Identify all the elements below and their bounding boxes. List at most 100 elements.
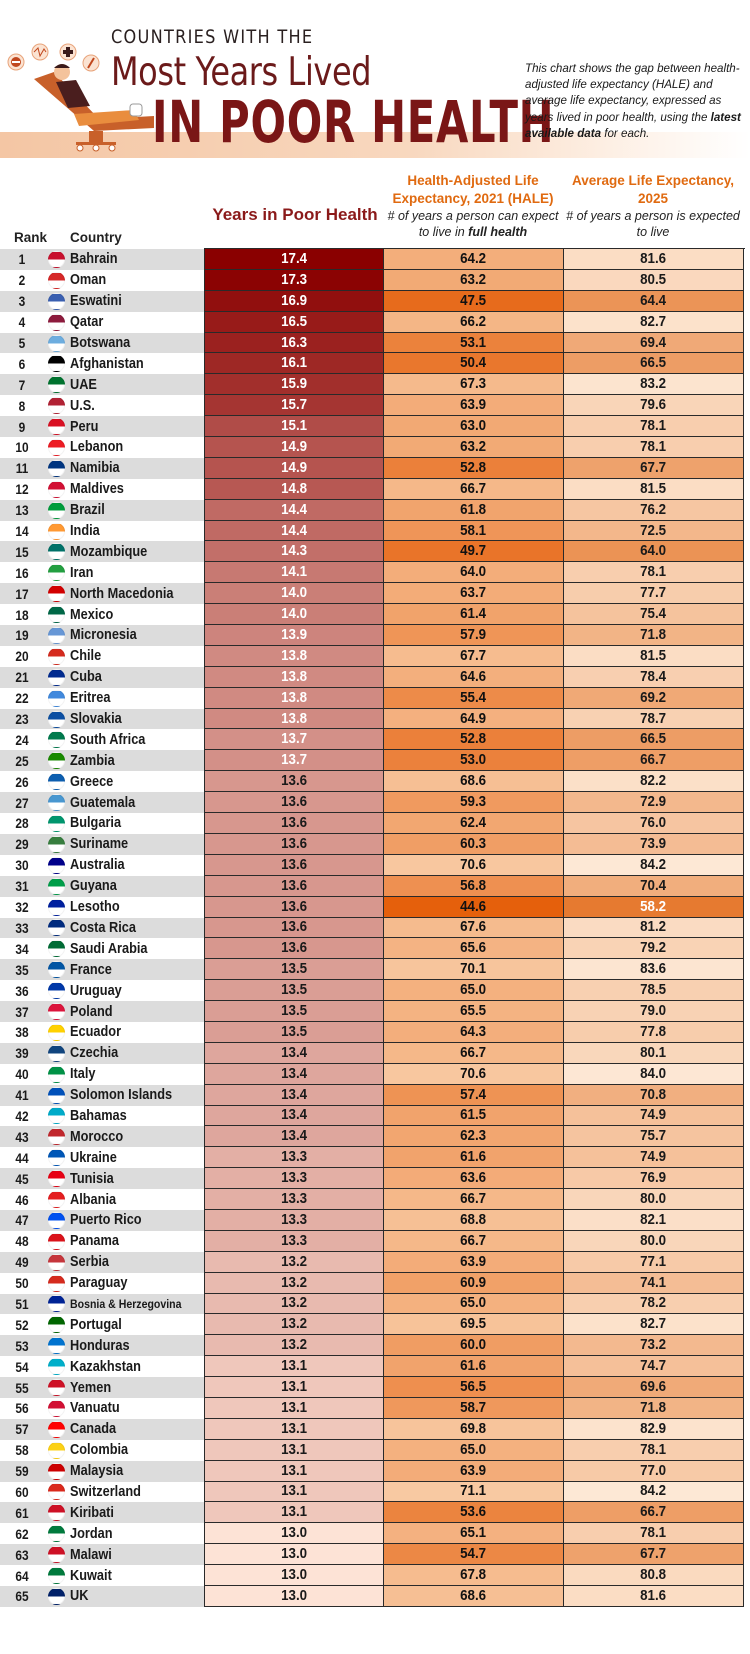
avg-life-value: 72.9 [640, 794, 667, 811]
albania-flag-icon [48, 1191, 65, 1209]
avg-life-cell: 80.8 [564, 1565, 744, 1586]
avg-life-value: 77.7 [640, 585, 667, 602]
country-name: Afghanistan [70, 355, 144, 372]
hale-value: 66.7 [460, 1191, 487, 1208]
years-poor-health-cell: 13.9 [204, 625, 384, 646]
rank-value: 63 [15, 1546, 29, 1563]
avg-life-cell: 77.7 [564, 583, 744, 605]
ukraine-flag-icon [48, 1149, 65, 1167]
avg-life-cell: 73.9 [564, 833, 744, 855]
hale-cell: 67.7 [384, 645, 564, 667]
years-poor-health-value: 13.6 [281, 835, 307, 852]
hale-value: 63.6 [460, 1170, 487, 1187]
years-poor-health-cell: 13.7 [204, 729, 384, 751]
country-name: Honduras [70, 1337, 130, 1354]
hale-cell: 66.2 [384, 311, 564, 333]
row-label: 2 Oman [0, 269, 204, 291]
avg-life-cell: 81.5 [564, 478, 744, 500]
bahrain-flag-icon [48, 250, 65, 268]
years-poor-health-value: 16.3 [281, 334, 307, 351]
row-label: 7 UAE [0, 374, 204, 396]
table-row: 7 UAE 15.9 67.3 83.2 [0, 374, 750, 396]
avg-life-value: 74.9 [640, 1149, 667, 1166]
hale-cell: 66.7 [384, 1230, 564, 1252]
slovakia-flag-icon [48, 710, 65, 728]
person-reclining-in-medical-chair-icon [7, 43, 154, 152]
country-name: Morocco [70, 1128, 124, 1145]
rank-value: 39 [15, 1045, 29, 1062]
rank-value: 44 [15, 1149, 29, 1166]
chile-flag-icon [48, 647, 65, 665]
avg-life-cell: 78.1 [564, 1439, 744, 1461]
row-label: 47 Puerto Rico [0, 1209, 204, 1231]
table-row: 65 UK 13.0 68.6 81.6 [0, 1586, 750, 1607]
table-row: 48 Panama 13.3 66.7 80.0 [0, 1230, 750, 1252]
uae-flag-icon [48, 376, 65, 394]
rank-value: 21 [15, 669, 29, 686]
years-poor-health-value: 14.9 [281, 438, 307, 455]
rank-value: 65 [15, 1588, 29, 1605]
table-row: 46 Albania 13.3 66.7 80.0 [0, 1189, 750, 1210]
hale-value: 61.6 [460, 1358, 487, 1375]
hale-cell: 61.5 [384, 1105, 564, 1127]
avg-life-value: 83.2 [640, 376, 667, 393]
years-poor-health-cell: 17.3 [204, 269, 384, 291]
hale-value: 64.2 [460, 250, 487, 267]
jordan-flag-icon [48, 1525, 65, 1543]
avg-life-value: 76.2 [640, 501, 667, 518]
years-poor-health-value: 13.1 [281, 1483, 307, 1500]
hale-cell: 67.6 [384, 917, 564, 939]
hale-value: 63.2 [460, 438, 487, 455]
row-label: 39 Czechia [0, 1042, 204, 1064]
years-poor-health-value: 13.0 [281, 1587, 307, 1604]
table-row: 45 Tunisia 13.3 63.6 76.9 [0, 1168, 750, 1190]
row-label: 40 Italy [0, 1063, 204, 1085]
avg-life-value: 83.6 [640, 961, 667, 978]
south-africa-flag-icon [48, 731, 65, 749]
rank-value: 47 [15, 1212, 29, 1229]
years-poor-health-cell: 13.8 [204, 708, 384, 730]
table-row: 14 India 14.4 58.1 72.5 [0, 520, 750, 542]
years-poor-health-value: 13.8 [281, 689, 307, 706]
hale-cell: 62.3 [384, 1126, 564, 1148]
years-poor-health-cell: 13.3 [204, 1209, 384, 1231]
years-poor-health-value: 13.0 [281, 1525, 307, 1542]
country-name: Mexico [70, 606, 114, 623]
rank-value: 14 [15, 523, 29, 540]
rank-value: 52 [15, 1316, 29, 1333]
rank-value: 26 [15, 773, 29, 790]
row-label: 41 Solomon Islands [0, 1084, 204, 1106]
hale-cell: 60.9 [384, 1272, 564, 1294]
rank-value: 30 [15, 857, 29, 874]
avg-life-value: 74.1 [640, 1274, 667, 1291]
switzerland-flag-icon [48, 1483, 65, 1501]
hale-cell: 69.8 [384, 1418, 564, 1440]
hale-value: 60.0 [460, 1337, 487, 1354]
country-name: Jordan [70, 1525, 113, 1542]
avg-life-cell: 83.6 [564, 959, 744, 981]
country-name: Slovakia [70, 711, 122, 728]
row-label: 30 Australia [0, 854, 204, 876]
row-label: 45 Tunisia [0, 1168, 204, 1190]
namibia-flag-icon [48, 459, 65, 477]
hale-cell: 58.1 [384, 520, 564, 542]
hale-cell: 64.2 [384, 249, 564, 270]
rank-value: 24 [15, 731, 29, 748]
country-name: Iran [70, 564, 94, 581]
rank-value: 46 [15, 1191, 29, 1208]
guatemala-flag-icon [48, 794, 65, 812]
country-name: Namibia [70, 460, 120, 477]
years-poor-health-value: 15.9 [281, 376, 307, 393]
hale-cell: 69.5 [384, 1314, 564, 1336]
hale-cell: 61.6 [384, 1356, 564, 1378]
years-poor-health-cell: 14.4 [204, 520, 384, 542]
hale-cell: 53.1 [384, 332, 564, 354]
years-poor-health-cell: 13.8 [204, 687, 384, 709]
avg-life-cell: 64.4 [564, 290, 744, 312]
years-poor-health-cell: 14.3 [204, 541, 384, 563]
hale-value: 67.6 [460, 919, 487, 936]
country-name: Cuba [70, 669, 102, 686]
avg-life-cell: 69.6 [564, 1377, 744, 1398]
years-poor-health-value: 13.2 [281, 1337, 307, 1354]
avg-life-cell: 74.9 [564, 1105, 744, 1127]
